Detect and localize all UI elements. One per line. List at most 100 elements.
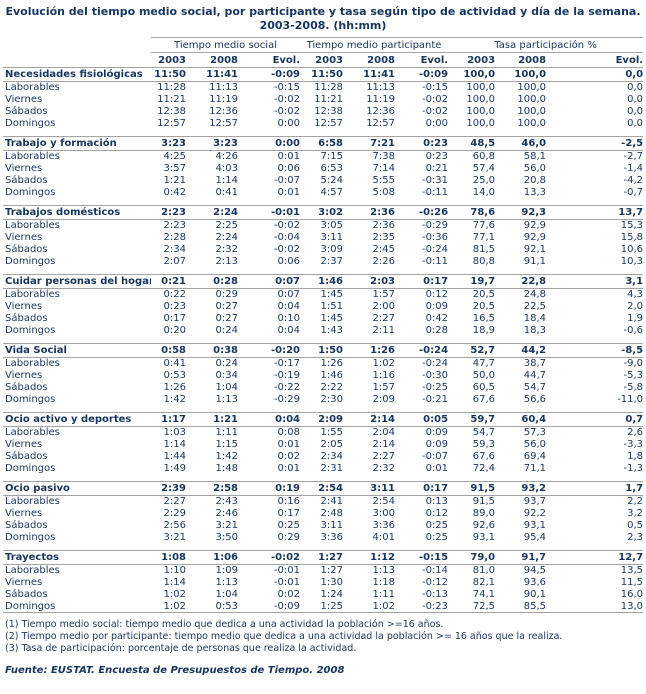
value-cell: 1:06 bbox=[186, 550, 238, 565]
value-cell: 3:23 bbox=[151, 136, 186, 151]
spacer-row bbox=[3, 406, 643, 413]
value-cell: 92,3 bbox=[495, 205, 547, 220]
value-cell: 0:09 bbox=[425, 439, 449, 450]
value-cell: 1:51 bbox=[320, 301, 344, 312]
value-cell: 60,8 bbox=[472, 151, 496, 163]
value-cell: -0:30 bbox=[421, 370, 449, 381]
value-cell: 1:42 bbox=[215, 451, 238, 462]
value-cell: 0,0 bbox=[627, 106, 644, 117]
value-cell: 2:45 bbox=[372, 244, 396, 255]
value-cell: 0:13 bbox=[425, 496, 449, 508]
value-cell: 0:07 bbox=[277, 289, 301, 301]
value-cell: -0:36 bbox=[421, 232, 449, 243]
value-cell: 3:11 bbox=[343, 481, 396, 496]
value-cell: -2,7 bbox=[623, 151, 644, 163]
value-cell: 1:21 bbox=[186, 412, 238, 427]
value-cell: 0:17 bbox=[163, 313, 186, 324]
table-row: Domingos 12:57 12:57 0:00 12:57 12:57 0:00 100,… bbox=[3, 118, 643, 130]
day-label: Domingos bbox=[5, 256, 56, 267]
spacer-row bbox=[3, 475, 643, 482]
value-cell: 10,6 bbox=[620, 244, 644, 255]
value-cell: 2:09 bbox=[300, 412, 344, 427]
value-cell: 3:00 bbox=[372, 508, 396, 519]
value-cell: 0:09 bbox=[425, 301, 449, 312]
value-cell: 0:12 bbox=[425, 289, 449, 301]
value-cell: 1:48 bbox=[215, 463, 238, 474]
value-cell: 0:25 bbox=[277, 520, 301, 531]
value-cell: 18,3 bbox=[523, 325, 547, 336]
value-cell: 100,0 bbox=[448, 67, 496, 82]
value-cell: 0:19 bbox=[238, 481, 301, 496]
value-cell: 0:22 bbox=[163, 289, 186, 301]
value-cell: 0:29 bbox=[277, 532, 301, 543]
day-label: Laborables bbox=[5, 220, 60, 232]
day-label: Sábados bbox=[5, 244, 48, 255]
value-cell: 94,5 bbox=[523, 565, 547, 577]
value-cell: -0:01 bbox=[238, 205, 301, 220]
value-cell: 50,0 bbox=[472, 370, 496, 381]
value-cell: 100,0 bbox=[517, 94, 547, 105]
value-cell: -0:02 bbox=[238, 550, 301, 565]
value-cell: 18,4 bbox=[523, 313, 547, 324]
value-cell: 93,7 bbox=[523, 496, 547, 508]
category-label: Vida Social bbox=[3, 343, 151, 358]
value-cell: 100,0 bbox=[517, 82, 547, 94]
value-cell: 0:02 bbox=[277, 589, 301, 600]
table-row: Domingos 0:20 0:24 0:04 1:43 2:11 0:28 18,9 18,3… bbox=[3, 325, 643, 337]
value-cell: 20,5 bbox=[472, 301, 496, 312]
value-cell: 2:23 bbox=[163, 220, 186, 232]
value-cell: 5:24 bbox=[320, 175, 344, 186]
value-cell: 0:25 bbox=[425, 532, 449, 543]
value-cell: 12:38 bbox=[157, 106, 186, 117]
value-cell: 82,1 bbox=[472, 577, 496, 588]
value-cell: 0:04 bbox=[238, 412, 301, 427]
value-cell: 2:22 bbox=[320, 382, 344, 393]
value-cell: 7:38 bbox=[372, 151, 396, 163]
value-cell: 1:26 bbox=[343, 343, 396, 358]
table-row: Sábados 0:17 0:27 0:10 1:45 2:27 0:42 16,5 18,4 1… bbox=[3, 313, 643, 325]
day-label: Laborables bbox=[5, 427, 60, 439]
value-cell: 2:13 bbox=[215, 256, 238, 267]
value-cell: 0:01 bbox=[277, 187, 301, 198]
day-label: Laborables bbox=[5, 151, 60, 163]
value-cell: 1:30 bbox=[320, 577, 344, 588]
table-row: Sábados 2:34 2:32 -0:02 3:09 2:45 -0:24 81,5 92,… bbox=[3, 244, 643, 256]
table-row: Sábados 12:38 12:36 -0:02 12:38 12:36 -0:02 100… bbox=[3, 106, 643, 118]
value-cell: -0:12 bbox=[421, 577, 449, 588]
value-cell: 80,8 bbox=[472, 256, 496, 267]
value-cell: 12:38 bbox=[314, 106, 344, 117]
value-cell: 11:21 bbox=[314, 94, 344, 105]
value-cell: 13,5 bbox=[620, 565, 644, 577]
category-label: Trabajo y formación bbox=[3, 136, 151, 151]
value-cell: 15,3 bbox=[620, 220, 644, 232]
value-cell: 11:13 bbox=[209, 82, 238, 94]
category-label: Necesidades fisiológicas bbox=[3, 67, 151, 82]
value-cell: 4:01 bbox=[372, 532, 396, 543]
value-cell: 0:00 bbox=[277, 118, 301, 129]
value-cell: 69,4 bbox=[523, 451, 547, 462]
value-cell: 3:21 bbox=[163, 532, 186, 543]
value-cell: 1,9 bbox=[627, 313, 644, 324]
value-cell: -8,5 bbox=[546, 343, 644, 358]
table-row: Viernes 2:28 2:24 -0:04 3:11 2:35 -0:36 77,1 92,… bbox=[3, 232, 643, 244]
value-cell: 19,7 bbox=[448, 274, 496, 289]
value-cell: 22,5 bbox=[523, 301, 547, 312]
value-cell: 3:21 bbox=[215, 520, 238, 531]
table-row: Domingos 0:42 0:41 0:01 4:57 5:08 -0:11 14,0 13,… bbox=[3, 187, 643, 199]
value-cell: 1:46 bbox=[320, 370, 344, 381]
column-group-header-row: Tiempo medio social Tiempo medio partici… bbox=[3, 37, 644, 53]
value-cell: 3:02 bbox=[300, 205, 344, 220]
value-cell: 2:56 bbox=[163, 520, 186, 531]
value-cell: -0:01 bbox=[273, 577, 301, 588]
value-cell: 16,5 bbox=[472, 313, 496, 324]
value-cell: 85,5 bbox=[523, 600, 547, 612]
value-cell: 1:03 bbox=[163, 427, 186, 439]
value-cell: 1,8 bbox=[627, 451, 644, 462]
day-label: Domingos bbox=[5, 394, 56, 405]
value-cell: -0:26 bbox=[395, 205, 449, 220]
value-cell: 7:21 bbox=[343, 136, 396, 151]
value-cell: 11:19 bbox=[366, 94, 396, 105]
statistics-table: Tiempo medio social Tiempo medio partici… bbox=[3, 37, 644, 613]
value-cell: 1:13 bbox=[215, 394, 238, 405]
value-cell: -0:02 bbox=[273, 94, 301, 105]
